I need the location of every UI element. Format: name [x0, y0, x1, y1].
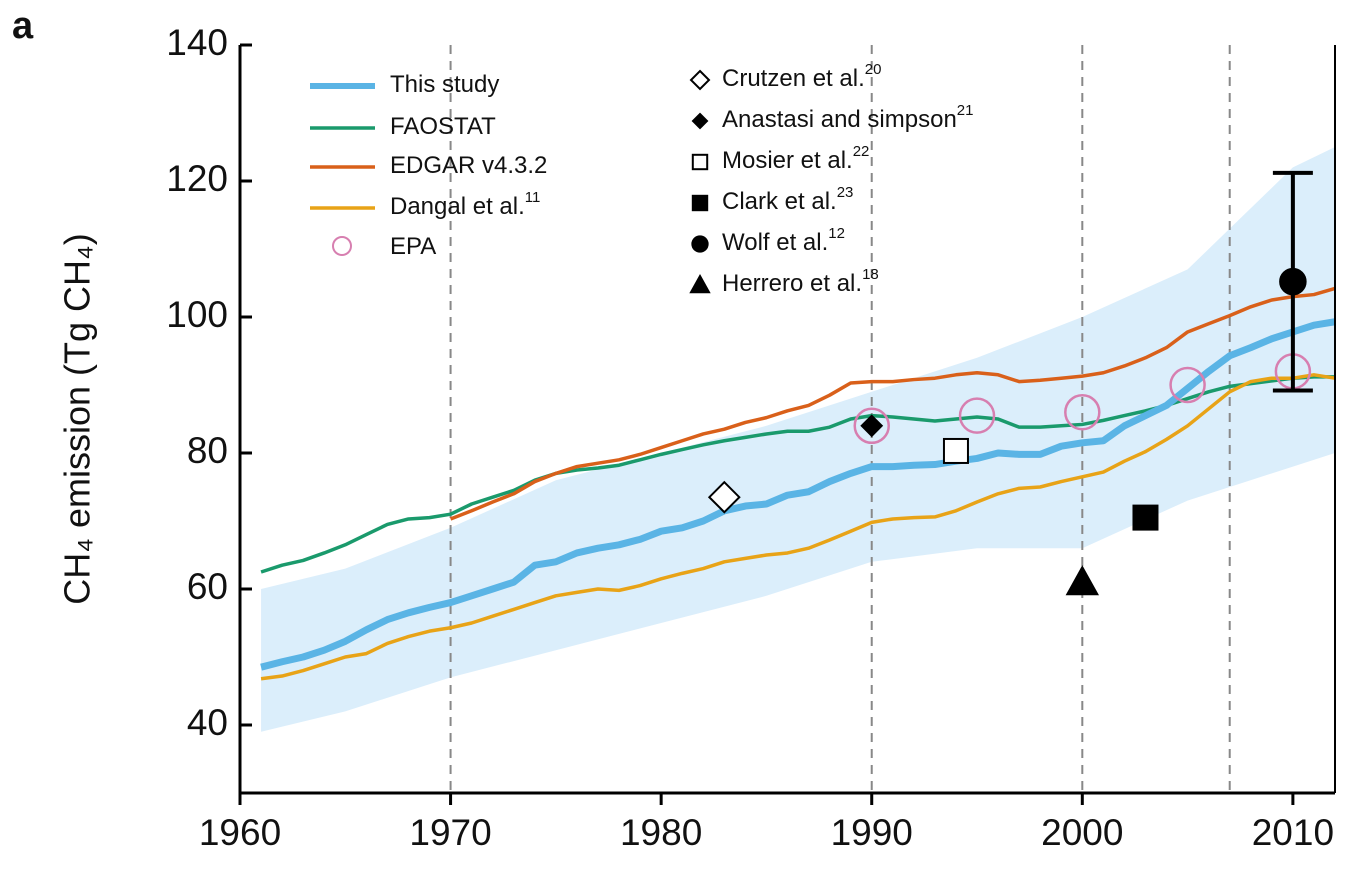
legend-name: Herrero et al. [722, 270, 862, 297]
legend-ref: 20 [865, 61, 882, 78]
legend-swatch [691, 194, 709, 212]
point-marker [1132, 504, 1159, 531]
x-tick-label: 1960 [199, 812, 281, 853]
legend-name: EDGAR v4.3.2 [390, 152, 547, 179]
epa-marker [1169, 366, 1206, 404]
legend-ref: 21 [957, 102, 974, 119]
x-tick-label: 1970 [409, 812, 491, 853]
point-marker [707, 480, 741, 514]
legend-swatch [691, 235, 709, 253]
point-marker [1065, 565, 1100, 596]
legend-label: EDGAR v4.3.2 [390, 152, 547, 179]
legend-label: EPA [390, 233, 436, 260]
legend-name: Crutzen et al. [722, 65, 865, 92]
y-tick-label: 140 [166, 22, 228, 63]
legend-name: Clark et al. [722, 188, 837, 215]
series-line [449, 286, 1336, 521]
legend-name: EPA [390, 233, 436, 260]
legend-label: Dangal et al.11 [390, 189, 540, 220]
y-tick-label: 80 [187, 430, 228, 471]
y-tick-label: 120 [166, 158, 228, 199]
legend-swatch [691, 112, 709, 130]
point-marker [860, 414, 884, 438]
y-tick-label: 100 [166, 294, 228, 335]
legend-ref: 18 [862, 266, 879, 283]
legend-ref: 22 [853, 143, 870, 160]
legend-label: Wolf et al.12 [722, 225, 845, 256]
point-marker [1279, 267, 1307, 296]
x-tick-label: 2010 [1252, 812, 1334, 853]
legend-label: Clark et al.23 [722, 184, 853, 215]
series-line [260, 373, 1336, 681]
legend-label: Anastasi and simpson21 [722, 102, 973, 133]
legend-label: Mosier et al.22 [722, 143, 869, 174]
epa-marker [958, 397, 996, 434]
legend-swatch [332, 236, 352, 256]
legend-label: This study [390, 71, 499, 98]
x-tick-label: 2000 [1041, 812, 1123, 853]
uncertainty-band [261, 147, 1336, 732]
x-tick-label: 1990 [831, 812, 913, 853]
x-tick-label: 1980 [620, 812, 702, 853]
point-marker [942, 437, 969, 464]
legend-ref: 12 [828, 225, 845, 242]
y-tick-label: 40 [187, 702, 228, 743]
legend-ref: 11 [525, 189, 541, 206]
series-line [260, 318, 1336, 671]
legend-name: Mosier et al. [722, 147, 853, 174]
legend-name: Dangal et al. [390, 193, 525, 220]
legend-label: Crutzen et al.20 [722, 61, 881, 92]
legend-label: FAOSTAT [390, 113, 496, 140]
legend-swatch [689, 273, 711, 294]
epa-marker [1064, 393, 1101, 431]
legend-name: This study [390, 71, 499, 98]
y-axis-label: CH₄ emission (Tg CH₄) [57, 233, 98, 604]
legend-swatch [691, 153, 709, 171]
epa-marker [853, 407, 890, 445]
y-tick-label: 60 [187, 566, 228, 607]
legend-label: Herrero et al.18 [722, 266, 879, 297]
legend-ref: 23 [837, 184, 854, 201]
legend-name: Wolf et al. [722, 229, 828, 256]
panel-label: a [12, 5, 34, 47]
legend-swatch [689, 69, 711, 91]
legend-name: Anastasi and simpson [722, 106, 957, 133]
legend-name: FAOSTAT [390, 113, 496, 140]
